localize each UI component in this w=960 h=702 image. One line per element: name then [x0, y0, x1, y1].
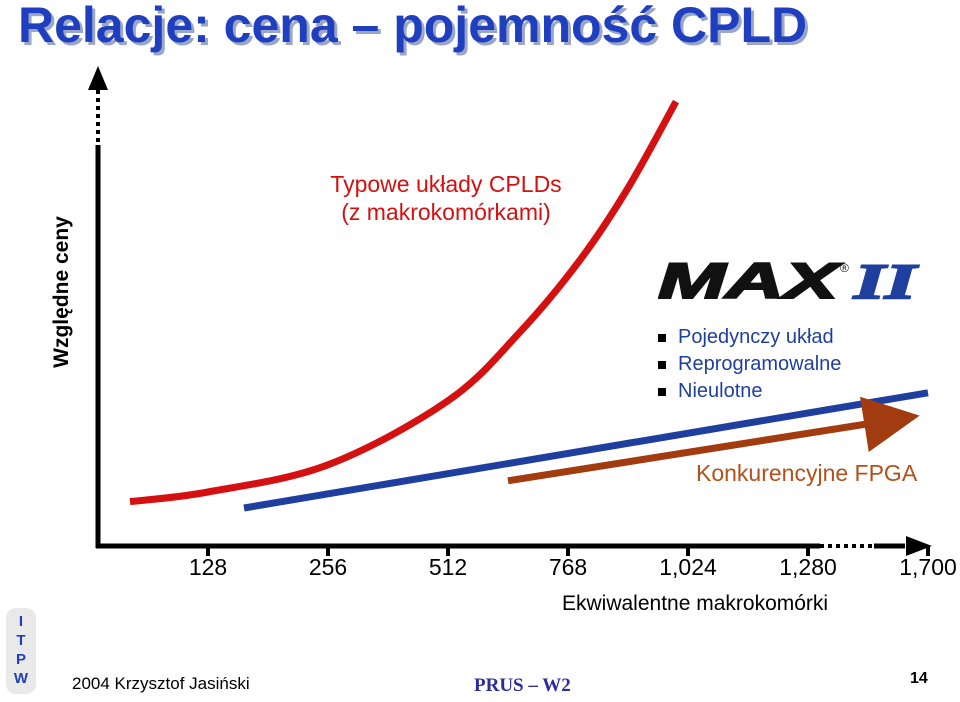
cpld-label-line2: (z makrokomórkami) [341, 199, 551, 225]
max2-logo-text: MAX [658, 256, 842, 304]
series-line-0 [129, 99, 680, 506]
itpw-letter: T [16, 632, 26, 649]
page-number: 14 [910, 670, 928, 687]
itpw-tab: I T P W [6, 608, 36, 694]
fpga-label: Konkurencyjne FPGA [696, 460, 918, 486]
slide-title: Relacje: cena – pojemność CPLD [18, 0, 808, 53]
bullet-icon [658, 360, 666, 369]
max2-roman-two: II [852, 256, 918, 304]
feature-text: Pojedynczy układ [678, 326, 834, 348]
x-axis [96, 536, 932, 556]
feature-item: Nieulotne [658, 378, 841, 405]
feature-item: Reprogramowalne [658, 351, 841, 378]
max2-features: Pojedynczy układ Reprogramowalne Nieulot… [658, 324, 841, 405]
feature-text: Nieulotne [678, 380, 763, 402]
max2-logo: MAX ® II [658, 256, 919, 304]
y-axis-arrow [88, 66, 108, 90]
author-line: 2004 Krzysztof Jasiński [72, 674, 250, 693]
cpld-label-line1: Typowe układy CPLDs [330, 171, 562, 197]
feature-item: Pojedynczy układ [658, 324, 841, 351]
max2-registered: ® [840, 261, 849, 275]
series-group [129, 99, 929, 512]
x-ticks [206, 546, 930, 556]
x-axis-label: Ekwiwalentne makrokomórki [562, 592, 829, 615]
x-tick-label: 256 [308, 554, 348, 580]
x-tick-label: 1,024 [659, 554, 717, 580]
x-axis-arrow [906, 536, 932, 556]
itpw-letter: P [15, 651, 26, 668]
y-axis [88, 66, 108, 548]
x-tick-label: 128 [188, 554, 228, 580]
x-tick-label: 1,700 [899, 554, 957, 580]
x-tick-label: 512 [428, 554, 468, 580]
bullet-icon [658, 333, 666, 342]
itpw-letter: I [18, 613, 24, 630]
itpw-letter: W [13, 670, 29, 687]
feature-text: Reprogramowalne [678, 353, 842, 375]
series-line-2 [507, 396, 920, 485]
bullet-icon [658, 387, 666, 396]
course-label: PRUS – W2 [474, 675, 571, 696]
x-tick-label: 1,280 [779, 554, 837, 580]
x-tick-label: 768 [548, 554, 588, 580]
series-line-1 [243, 389, 929, 512]
cpld-label: Typowe układy CPLDs (z makrokomórkami) [296, 170, 596, 226]
